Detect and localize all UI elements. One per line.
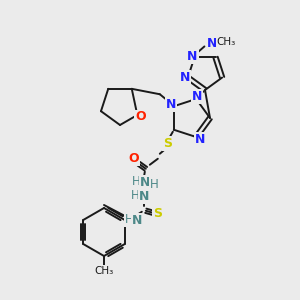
Text: N: N: [166, 98, 176, 111]
Text: N: N: [195, 133, 206, 146]
Text: CH₃: CH₃: [94, 266, 114, 276]
Text: H: H: [149, 178, 158, 191]
Text: H: H: [124, 213, 133, 226]
Text: S: S: [163, 137, 172, 150]
Text: N: N: [192, 91, 202, 103]
Text: N: N: [140, 176, 150, 189]
Text: N: N: [132, 214, 142, 227]
Text: N: N: [207, 37, 218, 50]
Text: N: N: [180, 71, 190, 84]
Text: CH₃: CH₃: [217, 38, 236, 47]
Text: S: S: [153, 207, 162, 220]
Text: H: H: [130, 189, 139, 202]
Text: N: N: [139, 190, 149, 203]
Text: O: O: [135, 110, 146, 124]
Text: H: H: [131, 175, 140, 188]
Text: O: O: [128, 152, 139, 165]
Text: N: N: [187, 50, 198, 63]
